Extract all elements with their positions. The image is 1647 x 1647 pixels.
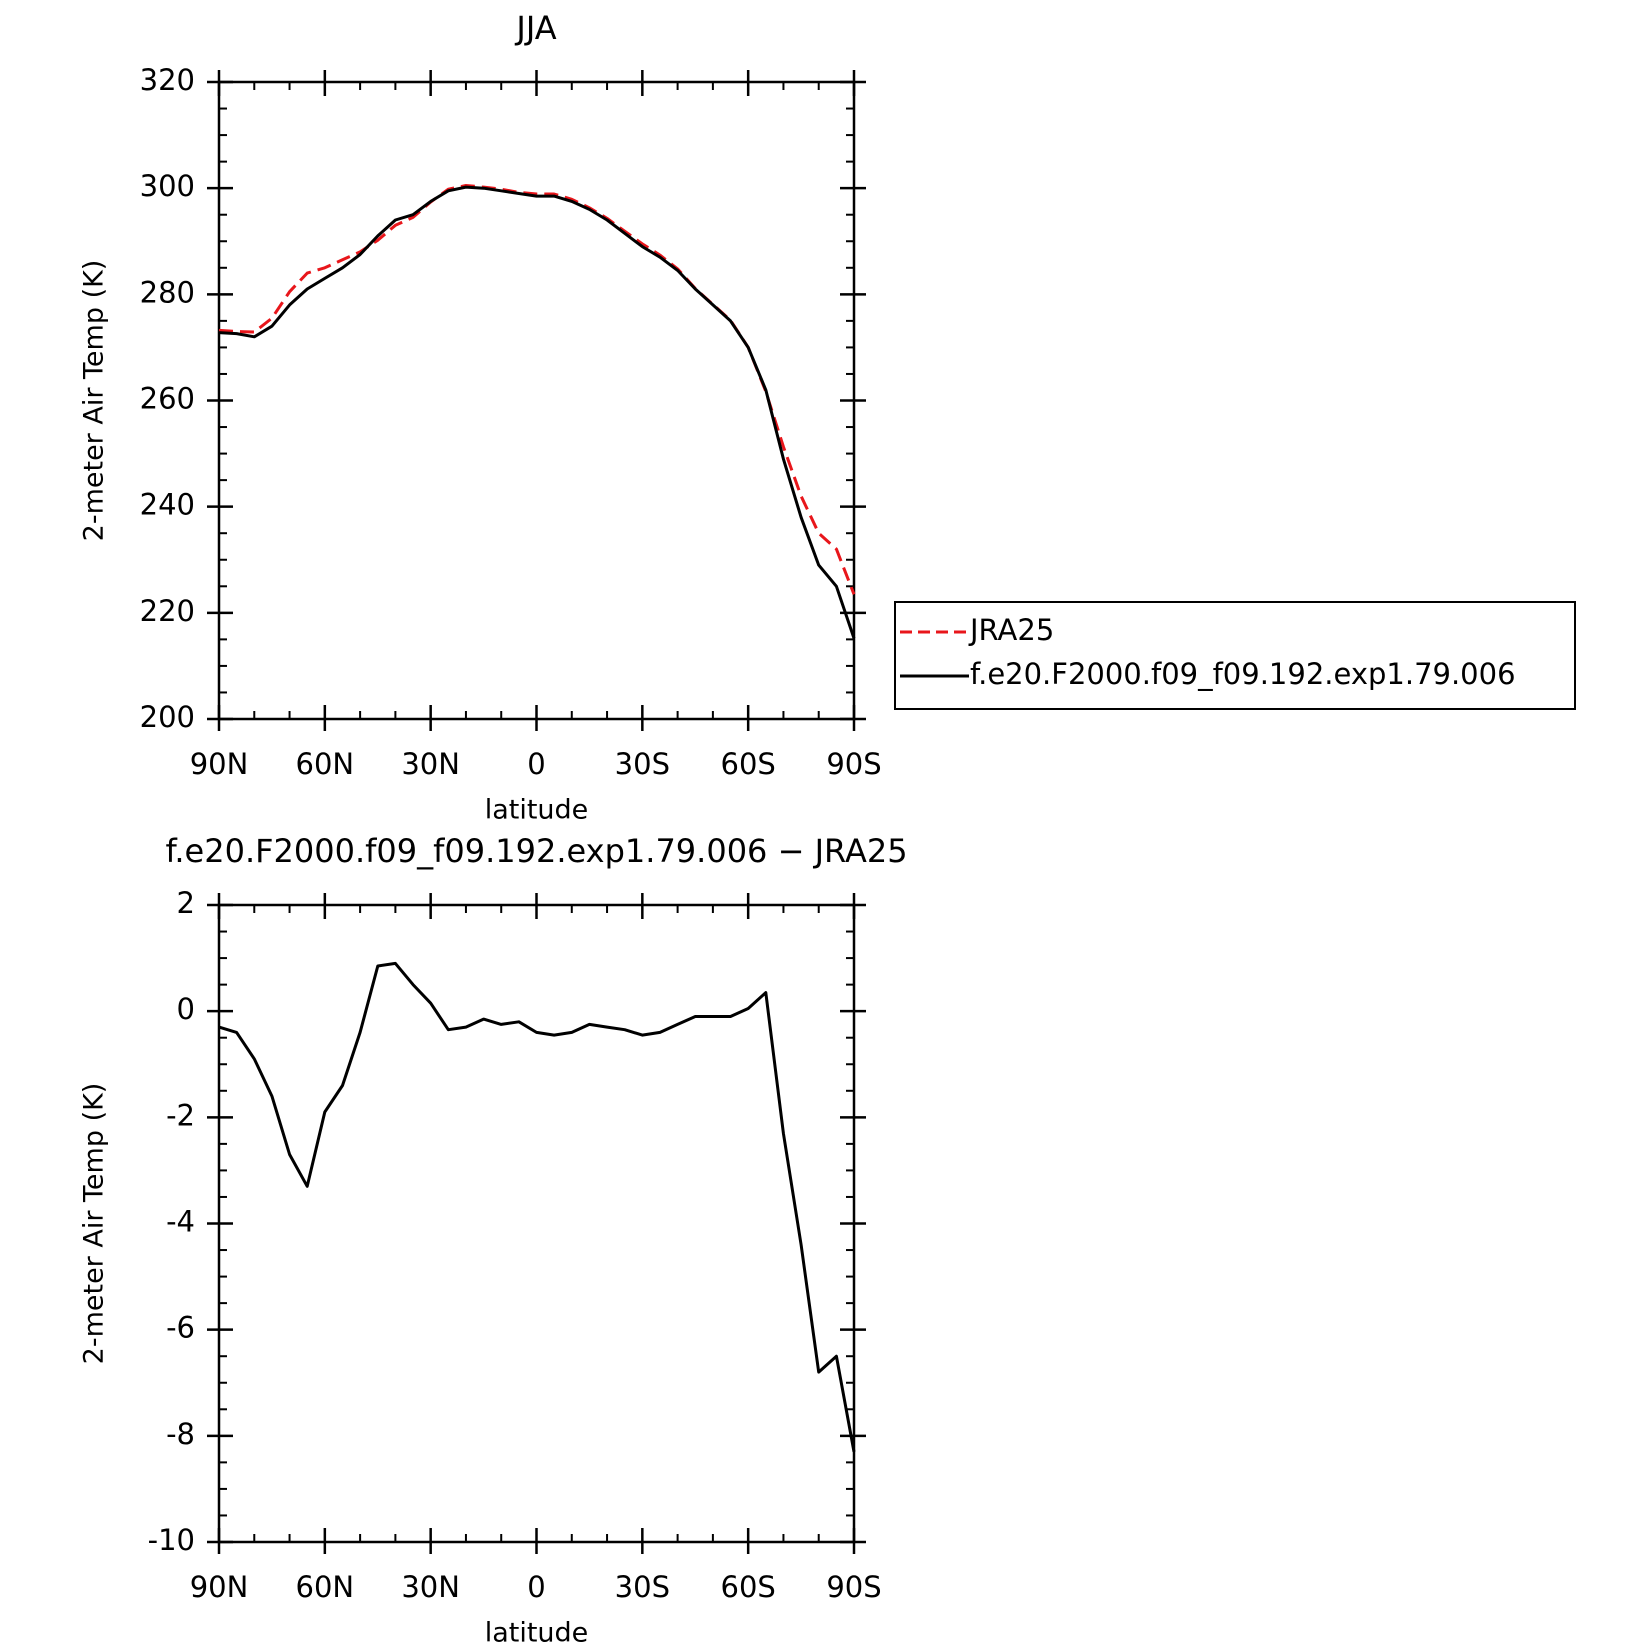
y-tick-label: 2: [177, 886, 195, 920]
data-line: [218, 961, 856, 1453]
x-tick-label: 60N: [296, 747, 355, 781]
legend-label: f.e20.F2000.f09_f09.192.exp1.79.006: [970, 657, 1516, 691]
data-line: [218, 184, 856, 595]
chart-title: f.e20.F2000.f09_f09.192.exp1.79.006 − JR…: [165, 832, 907, 870]
legend-box: [894, 601, 1576, 710]
y-axis-label: 2-meter Air Temp (K): [79, 1083, 110, 1365]
data-line: [218, 185, 856, 639]
y-tick-label: 280: [140, 275, 195, 309]
chart-title: JJA: [514, 9, 556, 47]
y-tick-label: 260: [140, 382, 195, 416]
x-axis-label: latitude: [485, 1618, 589, 1647]
y-tick-label: 200: [140, 700, 195, 734]
x-tick-label: 60S: [721, 747, 776, 781]
x-tick-label: 30N: [401, 1570, 460, 1604]
plot-frame: [217, 80, 856, 721]
y-tick-label: -2: [166, 1098, 195, 1132]
y-axis-label: 2-meter Air Temp (K): [79, 260, 110, 542]
y-tick-label: -10: [148, 1523, 195, 1557]
x-tick-label: 90S: [826, 747, 881, 781]
x-tick-label: 60N: [296, 1570, 355, 1604]
x-tick-label: 0: [527, 1570, 545, 1604]
x-tick-label: 90N: [190, 1570, 249, 1604]
y-tick-label: 240: [140, 488, 195, 522]
y-tick-label: -4: [166, 1205, 195, 1239]
x-tick-label: 0: [527, 747, 545, 781]
x-tick-label: 30S: [615, 747, 670, 781]
y-tick-label: 0: [177, 992, 195, 1026]
x-tick-label: 90N: [190, 747, 249, 781]
x-axis-label: latitude: [485, 795, 589, 826]
y-tick-label: -6: [166, 1311, 195, 1345]
y-tick-label: -8: [166, 1417, 195, 1451]
y-tick-label: 320: [140, 63, 195, 97]
x-tick-label: 30S: [615, 1570, 670, 1604]
y-tick-label: 300: [140, 169, 195, 203]
y-tick-label: 220: [140, 594, 195, 628]
x-tick-label: 90S: [826, 1570, 881, 1604]
x-tick-label: 60S: [721, 1570, 776, 1604]
legend-label: JRA25: [968, 613, 1054, 647]
x-tick-label: 30N: [401, 747, 460, 781]
